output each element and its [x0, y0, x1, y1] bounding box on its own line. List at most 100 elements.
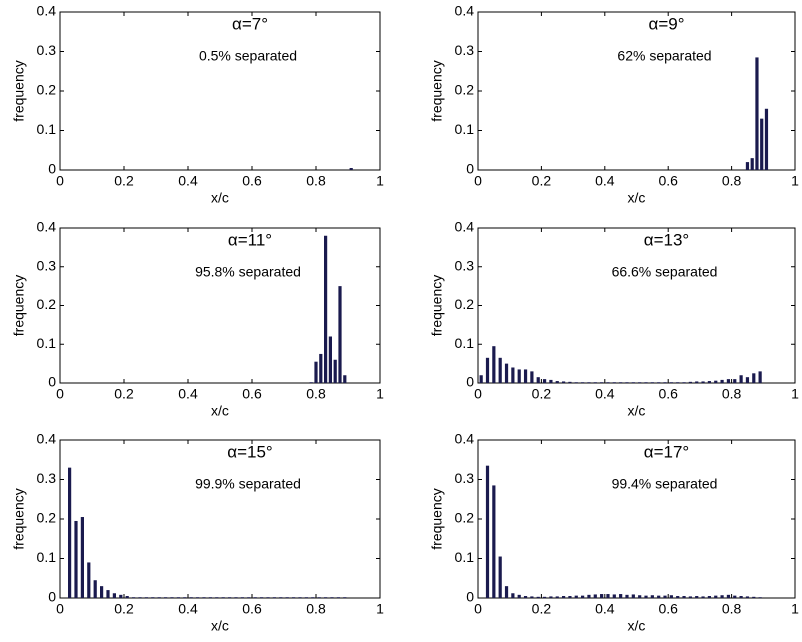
bar — [574, 595, 578, 598]
bar — [338, 286, 342, 383]
bar — [112, 593, 116, 598]
y-axis-label: frequency — [11, 275, 27, 336]
bar — [745, 162, 750, 170]
bar — [663, 595, 667, 598]
bar — [755, 57, 759, 170]
bar — [314, 361, 318, 383]
x-axis-label: x/c — [211, 403, 229, 419]
plot-frame — [477, 439, 796, 599]
plot-frame — [59, 11, 381, 171]
bar — [196, 597, 200, 598]
bar — [733, 379, 737, 383]
bar — [739, 596, 743, 598]
y-tick-label: 0.4 — [37, 219, 57, 235]
x-tick-label: 0.8 — [722, 173, 742, 189]
x-tick-label: 1 — [376, 601, 384, 617]
bar — [561, 596, 566, 598]
y-tick-label: 0 — [466, 161, 474, 177]
bar — [701, 381, 705, 383]
y-axis-label: frequency — [11, 60, 27, 121]
bar — [733, 595, 737, 598]
bar — [676, 596, 680, 598]
bar — [328, 336, 332, 383]
x-tick-label: 0.2 — [114, 173, 134, 189]
bar — [485, 465, 490, 598]
y-tick-label: 0.1 — [37, 549, 57, 565]
bar — [695, 596, 699, 598]
bar — [292, 597, 296, 598]
y-tick-label: 0.4 — [37, 3, 57, 19]
bar — [549, 596, 553, 598]
bar — [568, 596, 572, 598]
bar — [511, 367, 515, 383]
x-tick-label: 0.2 — [532, 173, 552, 189]
bar — [343, 597, 347, 598]
bar — [555, 596, 559, 598]
x-tick-label: 0.8 — [306, 601, 326, 617]
x-tick-label: 0.6 — [658, 601, 678, 617]
plot-frame — [477, 227, 796, 384]
bar — [657, 382, 661, 383]
panel-title: α=9° — [648, 14, 684, 33]
bar — [606, 382, 610, 383]
bar — [523, 596, 528, 598]
bar — [593, 382, 597, 383]
y-tick-label: 0.1 — [455, 335, 475, 351]
bar — [739, 375, 743, 383]
x-tick-label: 1 — [791, 173, 799, 189]
bar — [324, 235, 328, 383]
bar — [638, 595, 642, 598]
y-tick-label: 0.4 — [37, 431, 57, 447]
bar — [764, 108, 769, 170]
bar — [157, 597, 161, 598]
y-tick-label: 0.3 — [455, 470, 475, 486]
bar — [215, 597, 219, 598]
bar — [714, 595, 718, 598]
x-tick-label: 0.8 — [306, 173, 326, 189]
bar — [272, 597, 276, 598]
bar — [650, 382, 654, 383]
x-tick-label: 0 — [474, 386, 482, 402]
bar — [682, 596, 686, 598]
x-tick-label: 0.4 — [178, 386, 198, 402]
bar — [720, 379, 724, 383]
bar — [625, 594, 629, 598]
y-axis-label: frequency — [429, 488, 445, 549]
x-tick-label: 0.4 — [595, 386, 615, 402]
bar — [138, 597, 142, 598]
bar — [600, 382, 604, 383]
bar — [479, 375, 483, 383]
bar — [68, 467, 72, 598]
bar — [517, 369, 521, 383]
y-axis-label: frequency — [429, 60, 445, 121]
bar — [631, 594, 635, 598]
bar — [324, 597, 328, 598]
x-tick-label: 1 — [791, 601, 799, 617]
bar — [530, 371, 534, 383]
x-tick-label: 0 — [56, 601, 64, 617]
y-tick-label: 0.2 — [37, 296, 57, 312]
bar — [317, 597, 321, 598]
x-tick-label: 0.4 — [595, 601, 615, 617]
x-tick-label: 0 — [56, 173, 64, 189]
y-tick-label: 0.2 — [37, 510, 57, 526]
bar — [568, 381, 572, 383]
annotation: 99.4% separated — [612, 476, 718, 492]
bar — [492, 346, 496, 383]
x-tick-label: 0.4 — [178, 601, 198, 617]
x-tick-label: 0.2 — [532, 601, 552, 617]
x-tick-label: 0.8 — [722, 386, 742, 402]
bar — [176, 597, 180, 598]
x-tick-label: 0.6 — [242, 601, 262, 617]
bar — [336, 597, 340, 598]
y-tick-label: 0.4 — [455, 219, 475, 235]
bar — [745, 377, 750, 383]
x-tick-label: 0.6 — [242, 173, 262, 189]
bar — [266, 597, 270, 598]
y-tick-label: 0.2 — [455, 82, 475, 98]
bar — [504, 363, 509, 383]
y-axis-label: frequency — [11, 488, 27, 549]
bar — [631, 382, 635, 383]
bar — [228, 597, 232, 598]
bar — [758, 371, 762, 383]
